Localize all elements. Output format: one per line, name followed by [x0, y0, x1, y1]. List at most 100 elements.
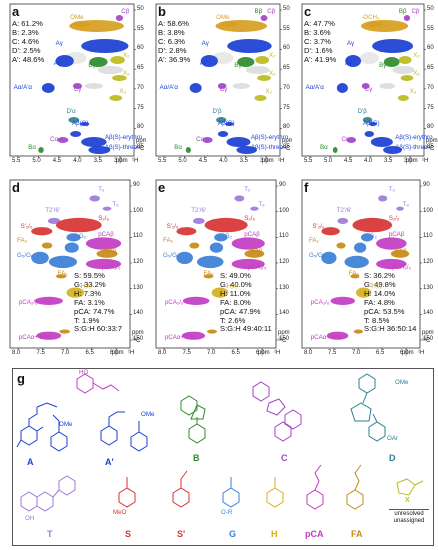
peak-label-pCAb: pCAβ: [98, 231, 114, 239]
peak-label-Ca: Cα: [196, 136, 205, 143]
nmr-contour: [34, 296, 63, 305]
x-tick-label: 7.5: [182, 350, 191, 356]
nmr-contour: [70, 131, 82, 137]
y-axis-unit: ppm: [282, 138, 294, 144]
peak-label-Sp26: S'₂/₆: [312, 223, 325, 231]
nmr-contour: [192, 217, 205, 225]
y-axis-nucleus: ¹³C: [426, 146, 435, 152]
y-tick-label: 50: [283, 6, 290, 12]
stat-line: T: 8.5%: [364, 315, 390, 325]
structure-S-drawing: [118, 477, 136, 508]
peak-label-X5: X₅: [269, 70, 276, 77]
stat-line: FA: 8.0%: [220, 297, 251, 307]
stat-line: FA: 4.8%: [364, 297, 395, 307]
peak-label-ABS: Aβ(S)-erythro: [395, 134, 433, 141]
plot-frame-c: [301, 3, 426, 158]
nmr-contour: [346, 137, 357, 143]
nmr-contour: [55, 274, 67, 279]
peak-label-pCA26: pCA₂/₆: [164, 298, 184, 306]
structure-D-drawing: [350, 373, 386, 442]
peak-label-Cb: Cβ: [267, 8, 276, 15]
peak-label-pCA26: pCA₂/₆: [310, 298, 330, 306]
stat-line: pCA: 74.7%: [74, 306, 115, 316]
y-tick-label: 80: [137, 124, 144, 131]
stats-d: S: 59.5% G: 33.2% H: 7.3% FA: 3.1% pCA: 74.7…: [74, 271, 122, 334]
x-axis-nucleus: ¹H: [128, 350, 135, 356]
y-tick-label: 55: [137, 25, 144, 32]
x-tick-label: 8.0: [12, 350, 21, 356]
peak-label-FA6: FA₆: [203, 270, 214, 278]
y-tick-label: 65: [137, 65, 144, 72]
y-tick-label: 65: [427, 65, 434, 72]
x-tick-label: 6.0: [110, 350, 119, 356]
peak-label-Ag: Aγ': [199, 60, 209, 67]
y-axis-unit: ppm: [132, 330, 144, 336]
stat-line: A': 48.6%: [12, 54, 45, 64]
stat-line: A: 58.6%: [158, 19, 189, 28]
nmr-contour: [344, 255, 369, 269]
nmr-contour: [397, 95, 409, 101]
x-axis-nucleus: ¹H: [274, 350, 281, 356]
nmr-contour: [370, 137, 393, 147]
nmr-contour: [245, 66, 270, 74]
stat-line: G: 49.8%: [364, 279, 396, 289]
peak-label-pCA35: pCA₃/₅: [101, 264, 121, 272]
nmr-contour: [355, 287, 372, 298]
nmr-contour: [376, 258, 407, 270]
x-axis-unit: ppm: [258, 350, 270, 356]
nmr-contour: [383, 57, 400, 67]
structure-D-label: D: [389, 453, 396, 463]
nmr-contour: [330, 296, 355, 305]
y-axis-nucleus: ¹³C: [136, 146, 145, 152]
peak-label-pCA35: pCA₃/₅: [392, 264, 412, 272]
peak-label-Aa: Aγ: [346, 40, 355, 47]
nmr-contour: [31, 227, 53, 236]
peak-label-Cb: Cβ: [121, 8, 130, 15]
nmr-contour: [59, 329, 70, 334]
peak-label-G2: G₂: [369, 233, 377, 241]
x-tick-label: 5.0: [178, 158, 187, 164]
peak-label-Aa: Aγ: [55, 40, 63, 47]
x-axis-nucleus: ¹H: [422, 158, 429, 164]
y-tick-label: 120: [133, 259, 144, 265]
panel-letter-b: b: [158, 4, 166, 19]
nmr-contour: [390, 249, 410, 258]
nmr-contour: [361, 83, 370, 89]
structure-pCA-label: pCA: [305, 529, 324, 539]
peak-label-H26: H₂/₆: [80, 282, 92, 290]
x-tick-label: 6.0: [400, 350, 409, 356]
ome-label-A: OMe: [59, 421, 73, 428]
peak-label-G2: G₂: [78, 233, 87, 241]
y-axis-unit: ppm: [426, 138, 438, 144]
y-tick-label: 100: [423, 207, 434, 214]
y-axis-nucleus: ¹³C: [282, 146, 291, 152]
nmr-contour: [366, 21, 383, 27]
peak-label-Xg: X₂: [413, 52, 420, 59]
stat-line: B: 2.3%: [12, 27, 39, 37]
peak-label-FAb: FAβ: [251, 247, 263, 255]
structure-T-label: T: [47, 529, 53, 539]
nmr-contour: [326, 331, 349, 340]
peak-label-X3: X₃: [409, 88, 417, 95]
meo-label-S: MeO: [113, 509, 127, 516]
peak-label-ABSt: Aβ(S)-threo: [104, 144, 137, 151]
structure-Sp-drawing: [172, 470, 190, 508]
nmr-contour: [350, 274, 360, 279]
peak-label-AaAa: Aα/A'α: [159, 84, 178, 91]
ho-label-pca: HO: [79, 369, 89, 376]
x-tick-label: 4.5: [198, 158, 208, 164]
x-tick-label: 7.5: [36, 350, 45, 356]
stats-a: A: 61.2% B: 2.3% C: 4.6% D': 2.5% A': 48.6%: [12, 19, 45, 65]
nmr-contour: [383, 146, 403, 154]
nmr-contour: [102, 206, 112, 211]
x-tick-label: 5.5: [158, 158, 167, 164]
x-tick-label: 6.5: [231, 350, 240, 356]
nmr-contour: [231, 258, 265, 270]
peak-label-ABG: Aβ(G): [72, 120, 89, 127]
peak-label-G2: G₂: [224, 233, 233, 241]
nmr-contour: [203, 274, 214, 279]
y-tick-label: 70: [427, 84, 434, 91]
nmr-contour: [89, 57, 108, 67]
nmr-contour: [202, 137, 213, 143]
nmr-contour: [403, 15, 411, 21]
